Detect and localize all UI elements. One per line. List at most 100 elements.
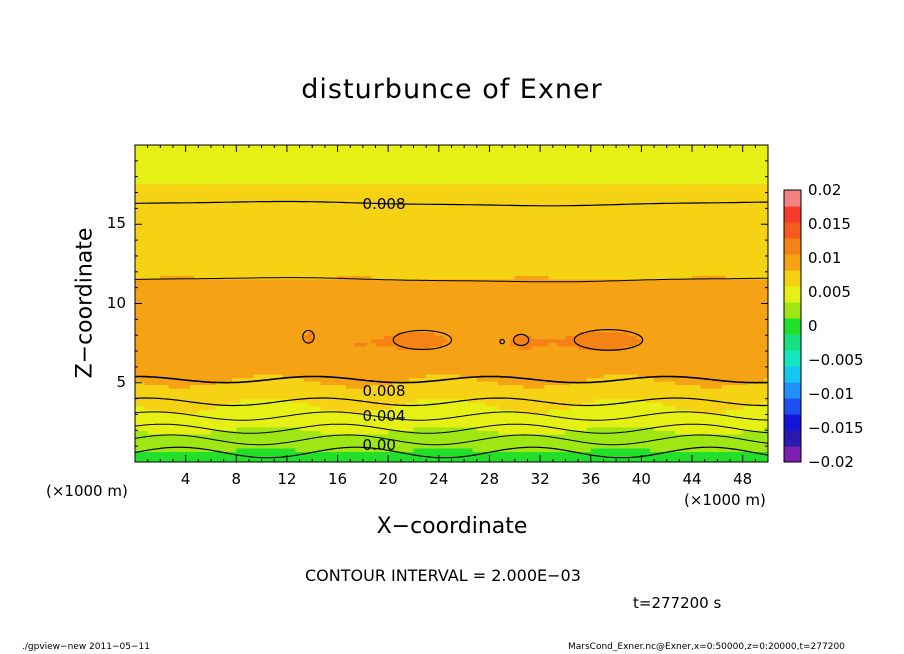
heatmap-cell <box>578 359 583 364</box>
heatmap-cell <box>362 430 368 435</box>
heatmap-cell <box>692 345 697 350</box>
heatmap-cell <box>658 363 664 368</box>
heatmap-cell <box>265 356 271 361</box>
heatmap-cell <box>223 345 229 350</box>
heatmap-cell <box>759 419 765 424</box>
heatmap-cell <box>375 409 381 414</box>
heatmap-cell <box>388 412 394 417</box>
heatmap-cell <box>717 444 723 449</box>
heatmap-cell <box>261 416 267 421</box>
heatmap-cell <box>561 454 567 460</box>
heatmap-cell <box>413 398 419 403</box>
heatmap-cell <box>519 370 524 375</box>
heatmap-cell <box>312 370 318 375</box>
heatmap-cell <box>485 412 491 417</box>
heatmap-cell <box>654 363 659 368</box>
heatmap-cell <box>459 419 465 424</box>
heatmap-cell <box>696 412 702 417</box>
heatmap-cell <box>270 402 275 407</box>
heatmap-cell <box>135 356 140 361</box>
heatmap-cell <box>670 402 676 407</box>
heatmap-cell <box>548 352 554 357</box>
heatmap-cell <box>704 352 710 357</box>
heatmap-cell <box>147 402 153 407</box>
heatmap-cell <box>573 366 579 372</box>
heatmap-cell <box>654 377 659 382</box>
heatmap-cell <box>405 437 410 442</box>
heatmap-cell <box>620 391 626 396</box>
heatmap-cell <box>472 416 478 421</box>
heatmap-cell <box>430 423 436 428</box>
heatmap-cell <box>253 359 258 364</box>
heatmap-cell <box>451 395 457 400</box>
heatmap-cell <box>215 433 220 438</box>
heatmap-cell <box>168 356 174 361</box>
heatmap-cell <box>350 423 356 428</box>
heatmap-cell <box>189 391 195 396</box>
heatmap-cell <box>151 345 157 350</box>
heatmap-cell <box>578 444 583 449</box>
heatmap-cell <box>261 419 267 424</box>
heatmap-cell <box>637 405 642 410</box>
heatmap-cell <box>194 356 199 361</box>
heatmap-cell <box>544 437 550 442</box>
heatmap-cell <box>670 458 676 462</box>
heatmap-cell <box>168 391 174 396</box>
heatmap-cell <box>489 349 495 354</box>
heatmap-cell <box>261 458 267 462</box>
heatmap-cell <box>438 349 444 354</box>
heatmap-cell <box>189 409 195 414</box>
heatmap-cell <box>451 359 457 364</box>
heatmap-cell <box>632 419 638 424</box>
heatmap-cell <box>451 444 457 449</box>
heatmap-cell <box>257 444 263 449</box>
heatmap-cell <box>257 433 263 438</box>
heatmap-cell <box>329 356 334 361</box>
heatmap-cell <box>151 370 157 375</box>
heatmap-cell <box>506 380 512 386</box>
heatmap-cell <box>641 345 647 350</box>
heatmap-cell <box>219 405 225 410</box>
heatmap-cell <box>215 451 220 456</box>
heatmap-cell <box>164 398 170 403</box>
heatmap-cell <box>308 359 313 364</box>
heatmap-cell <box>548 416 554 421</box>
heatmap-cell <box>426 388 431 393</box>
heatmap-cell <box>582 426 588 431</box>
heatmap-cell <box>603 359 609 364</box>
heatmap-cell <box>687 423 693 428</box>
heatmap-cell <box>413 373 419 379</box>
heatmap-cell <box>447 409 453 414</box>
heatmap-cell <box>603 451 609 456</box>
heatmap-cell <box>181 409 187 414</box>
heatmap-cell <box>147 366 153 372</box>
heatmap-cell <box>730 391 735 396</box>
heatmap-cell <box>400 454 406 460</box>
heatmap-cell <box>143 451 149 456</box>
heatmap-cell <box>616 363 621 368</box>
heatmap-cell <box>320 405 326 410</box>
heatmap-cell <box>139 352 145 357</box>
heatmap-cell <box>299 409 305 414</box>
heatmap-cell <box>628 447 634 453</box>
heatmap-cell <box>160 409 166 414</box>
heatmap-cell <box>535 384 541 389</box>
heatmap-cell <box>628 409 634 414</box>
heatmap-cell <box>375 426 381 431</box>
heatmap-cell <box>383 345 389 350</box>
heatmap-cell <box>227 444 233 449</box>
heatmap-cell <box>400 437 406 442</box>
heatmap-cell <box>666 349 672 354</box>
heatmap-cell <box>670 437 676 442</box>
heatmap-cell <box>687 363 693 368</box>
heatmap-cell <box>464 458 469 462</box>
heatmap-cell <box>603 458 609 462</box>
heatmap-cell <box>151 349 157 354</box>
heatmap-cell <box>485 454 491 460</box>
heatmap-cell <box>476 391 482 396</box>
heatmap-cell <box>649 388 655 393</box>
heatmap-cell <box>497 384 503 389</box>
heatmap-cell <box>181 370 187 375</box>
heatmap-cell <box>687 444 693 449</box>
heatmap-cell <box>544 359 550 364</box>
